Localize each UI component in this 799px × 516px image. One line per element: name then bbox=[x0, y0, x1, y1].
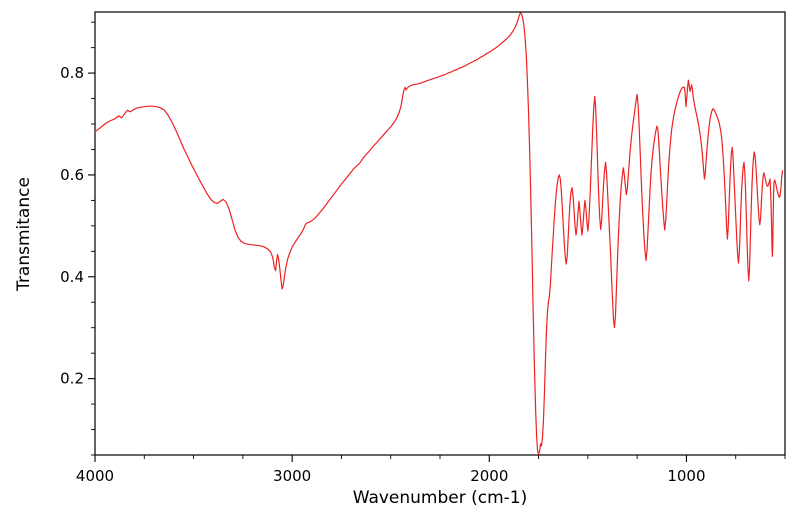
x-axis-label: Wavenumber (cm-1) bbox=[352, 488, 528, 508]
x-tick-label: 1000 bbox=[667, 467, 705, 485]
y-tick-label: 0.4 bbox=[60, 268, 84, 286]
x-tick-label: 4000 bbox=[76, 467, 114, 485]
y-tick-label: 0.2 bbox=[60, 370, 84, 388]
y-tick-label: 0.8 bbox=[60, 64, 84, 82]
x-tick-label: 2000 bbox=[470, 467, 508, 485]
y-tick-label: 0.6 bbox=[60, 166, 84, 184]
y-axis-label: Transmitance bbox=[14, 177, 34, 291]
spectrum-line bbox=[94, 12, 784, 456]
x-tick-label: 3000 bbox=[273, 467, 311, 485]
plot-frame bbox=[94, 11, 786, 456]
